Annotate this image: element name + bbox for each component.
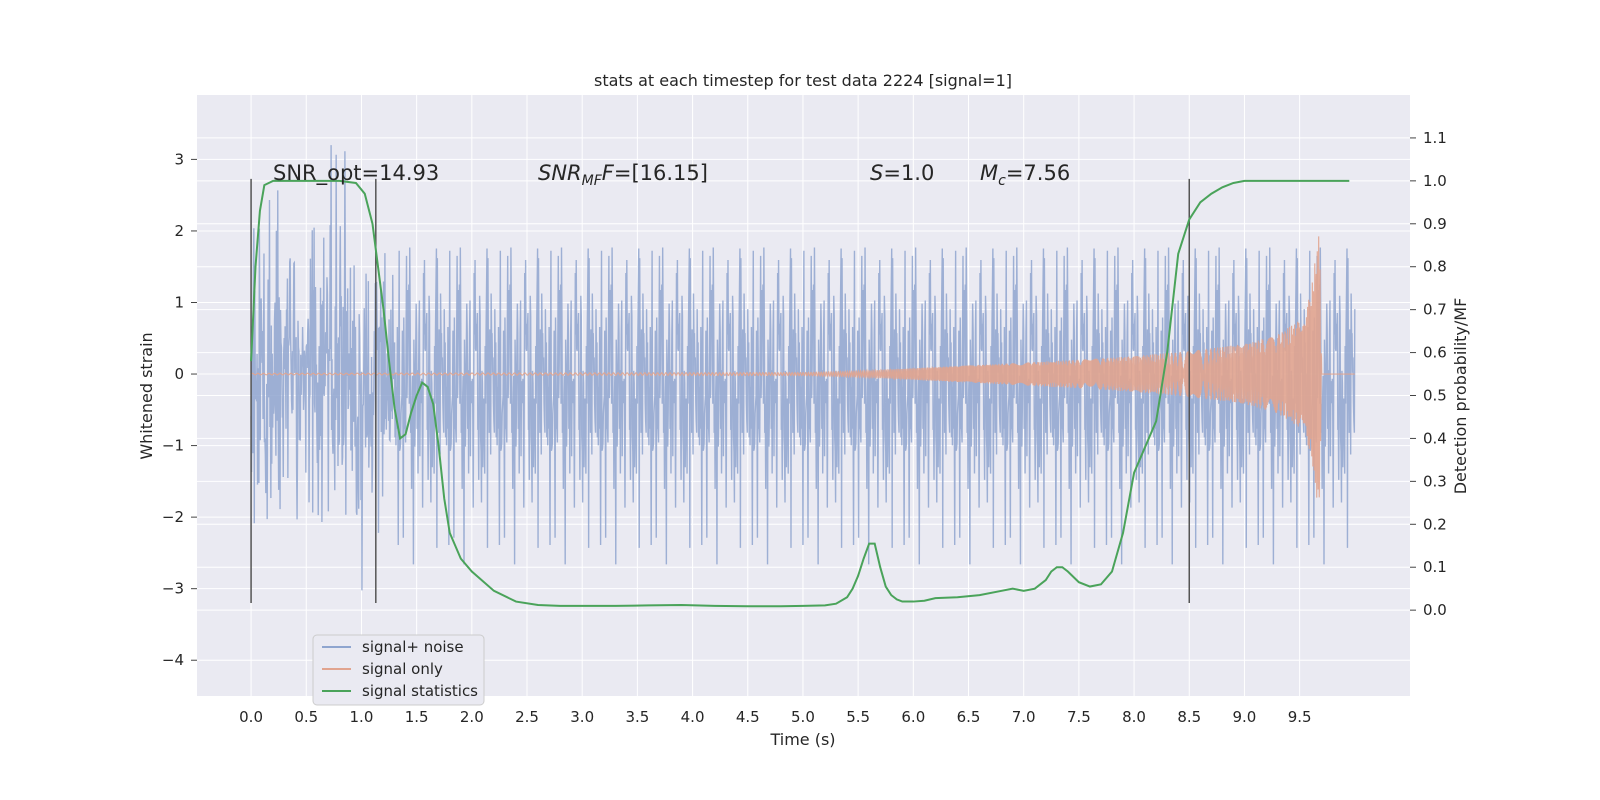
y-right-tick-label: 1.0 bbox=[1423, 172, 1447, 190]
y-left-axis-ticks: 3 2 1 0 −1 −2 −3 −4 bbox=[162, 150, 197, 669]
x-tick-label: 6.0 bbox=[901, 708, 925, 726]
x-tick-label: 2.0 bbox=[460, 708, 484, 726]
series-signal-plus-noise bbox=[250, 145, 1356, 591]
y-right-tick-label: 0.7 bbox=[1423, 301, 1447, 319]
y-right-tick-label: 0.5 bbox=[1423, 387, 1447, 405]
annotation-snr-mf-f: F bbox=[602, 161, 615, 185]
y-left-axis-label: Whitened strain bbox=[137, 332, 156, 459]
y-left-tick-label: 0 bbox=[174, 365, 184, 383]
x-tick-label: 8.0 bbox=[1122, 708, 1146, 726]
annotation-mc-sub: c bbox=[998, 173, 1006, 189]
annotation-mc: Mc=7.56 bbox=[980, 161, 1070, 189]
annotation-s-value: =1.0 bbox=[883, 161, 934, 185]
y-right-tick-label: 0.2 bbox=[1423, 515, 1447, 533]
signal-statistics-line bbox=[250, 179, 1350, 608]
y-left-tick-label: 1 bbox=[174, 293, 184, 311]
annotation-mc-base: M bbox=[980, 161, 998, 185]
y-right-tick-label: 0.4 bbox=[1423, 429, 1447, 447]
x-axis-label: Time (s) bbox=[769, 730, 835, 749]
x-tick-label: 9.5 bbox=[1288, 708, 1312, 726]
y-right-tick-label: 0.9 bbox=[1423, 215, 1447, 233]
signal-only-line bbox=[250, 236, 1355, 498]
y-left-tick-label: −2 bbox=[162, 508, 184, 526]
legend-label-signal-plus-noise: signal+ noise bbox=[362, 638, 464, 656]
annotation-snr-mf-base: SNR bbox=[538, 161, 582, 185]
annotation-s-base: S bbox=[870, 161, 883, 185]
y-right-tick-label: 1.1 bbox=[1423, 129, 1447, 147]
x-tick-label: 0.0 bbox=[239, 708, 263, 726]
annotation-snr-mf-value: =[16.15] bbox=[614, 161, 708, 185]
x-tick-label: 5.0 bbox=[791, 708, 815, 726]
x-tick-label: 1.5 bbox=[405, 708, 429, 726]
y-right-tick-label: 0.1 bbox=[1423, 558, 1447, 576]
x-tick-label: 5.5 bbox=[846, 708, 870, 726]
x-tick-label: 0.5 bbox=[294, 708, 318, 726]
annotation-s: S=1.0 bbox=[870, 161, 934, 185]
y-right-tick-label: 0.8 bbox=[1423, 258, 1447, 276]
y-left-tick-label: 3 bbox=[174, 150, 184, 168]
y-right-tick-label: 0.0 bbox=[1423, 601, 1447, 619]
series-signal-statistics bbox=[250, 179, 1350, 608]
x-tick-label: 7.5 bbox=[1067, 708, 1091, 726]
x-tick-label: 4.5 bbox=[736, 708, 760, 726]
x-tick-label: 3.0 bbox=[570, 708, 594, 726]
y-right-tick-label: 0.6 bbox=[1423, 344, 1447, 362]
y-right-axis-ticks: 1.1 1.0 0.9 0.8 0.7 0.6 0.5 0.4 0.3 0.2 0.1 0.0 bbox=[1410, 129, 1447, 619]
y-left-tick-label: 2 bbox=[174, 222, 184, 240]
signal-plus-noise-line bbox=[250, 145, 1356, 591]
x-tick-label: 9.0 bbox=[1233, 708, 1257, 726]
y-left-tick-label: −1 bbox=[162, 437, 184, 455]
legend: signal+ noise signal only signal statist… bbox=[312, 634, 485, 706]
x-tick-label: 4.0 bbox=[681, 708, 705, 726]
x-axis-ticks: 0.0 0.5 1.0 1.5 2.0 2.5 3.0 3.5 4.0 4.5 5.0 5.5 6.0 6… bbox=[239, 708, 1311, 726]
y-left-tick-label: −3 bbox=[162, 580, 184, 598]
x-tick-label: 1.0 bbox=[350, 708, 374, 726]
series-signal-only bbox=[250, 236, 1355, 498]
annotation-mc-value: =7.56 bbox=[1006, 161, 1070, 185]
y-left-tick-label: −4 bbox=[162, 651, 184, 669]
annotation-snr-opt: SNR_opt=14.93 bbox=[273, 161, 439, 186]
legend-box bbox=[312, 634, 485, 706]
x-tick-label: 3.5 bbox=[625, 708, 649, 726]
chart-title: stats at each timestep for test data 222… bbox=[594, 71, 1012, 90]
x-tick-label: 7.0 bbox=[1012, 708, 1036, 726]
y-right-tick-label: 0.3 bbox=[1423, 472, 1447, 490]
x-tick-label: 6.5 bbox=[957, 708, 981, 726]
legend-label-signal-statistics: signal statistics bbox=[362, 682, 478, 700]
legend-label-signal-only: signal only bbox=[362, 660, 443, 678]
y-right-axis-label: Detection probability/MF bbox=[1451, 298, 1470, 495]
annotation-snr-mf: SNRMFF=[16.15] bbox=[538, 161, 708, 189]
x-tick-label: 8.5 bbox=[1177, 708, 1201, 726]
annotation-snr-mf-sub: MF bbox=[582, 173, 603, 189]
x-tick-label: 2.5 bbox=[515, 708, 539, 726]
